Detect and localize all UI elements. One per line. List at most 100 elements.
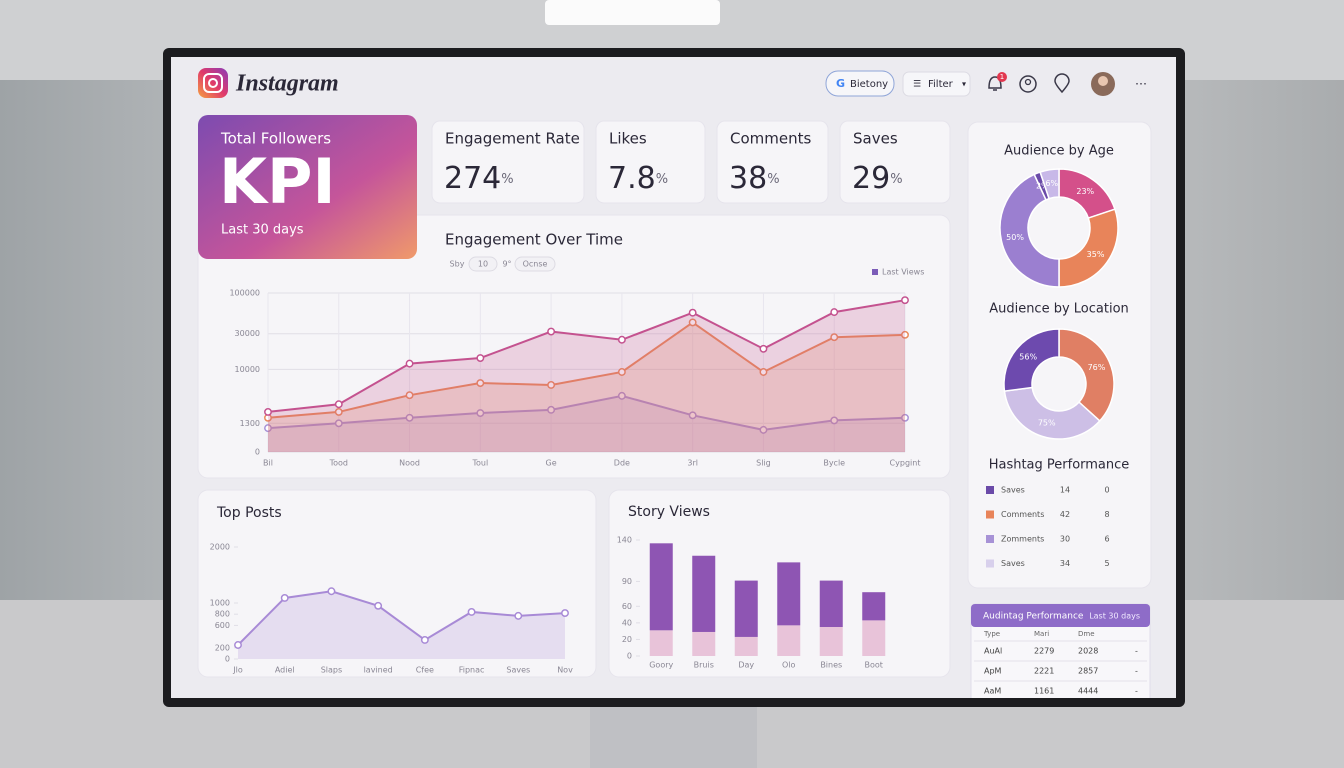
bar-segment [649,543,673,631]
x-tick-label: Saves [506,666,530,675]
hashtag-name: Comments [1001,510,1044,519]
control-pill [468,256,498,272]
control[interactable]: 9° [502,260,511,269]
x-tick-label: Day [738,661,754,670]
table-column: Mari [1034,630,1049,638]
bar-segment [862,620,886,656]
x-tick-label: 3rl [687,459,698,468]
hashtag-name: Saves [1001,486,1025,495]
x-tick-label: lavined [364,666,393,675]
metric-unit: % [890,172,902,187]
user-icon[interactable] [1019,75,1037,93]
point [617,335,626,344]
table-cell: 4444 [1078,687,1098,696]
metric-number: 274 [444,161,501,196]
y-tick-label: 60 [622,602,632,611]
bell-icon[interactable] [988,76,1002,91]
monitor-stand [590,700,757,768]
point [901,413,909,422]
point [759,425,768,434]
x-tick-label: Toul [471,459,488,468]
chart-title: Top Posts [216,505,282,521]
hashtag-value: 8 [1104,510,1109,519]
pie-slice [999,173,1060,288]
notification-badge [997,72,1007,82]
chart-title: Audience by Location [989,302,1129,317]
table-cell: ApM [984,667,1002,676]
point [688,308,697,317]
point [561,609,569,618]
hashtag-value: 34 [1060,559,1070,568]
y-tick-label: 600 [215,621,230,630]
y-tick-label: 30000 [235,329,260,338]
ceiling-light [545,0,720,25]
point [327,587,336,596]
metric-value: 29% [852,161,903,196]
point [264,424,272,433]
area [268,322,905,452]
x-tick-label: Goory [649,661,673,670]
table-cell: 2221 [1034,667,1054,676]
control[interactable]: Ocnse [523,260,548,269]
pie-slice [1003,328,1060,392]
table-column: Dme [1078,630,1095,638]
point [688,411,697,420]
filter-button[interactable] [902,71,971,97]
table-cell: 2279 [1034,647,1054,656]
table-cell: - [1135,667,1138,676]
logo-lens [208,78,218,88]
location-icon[interactable] [1054,73,1070,94]
hashtag-title: Hashtag Performance [989,458,1130,473]
hashtag-swatch [986,510,994,519]
point [280,594,289,602]
point [547,327,556,336]
control[interactable]: Sby [450,260,465,269]
filter-icon: ☰ [913,80,921,90]
y-tick-label: 100000 [229,289,260,298]
point [264,407,272,416]
table-cell: 1161 [1034,687,1054,696]
search-label: Bietony [850,79,888,90]
metric-number: 7.8 [608,161,656,196]
bar-segment [819,627,843,656]
chart-title: Engagement Over Time [445,231,623,249]
y-tick-label: 2000 [210,543,230,552]
point [334,400,343,409]
table-period: Last 30 days [1089,612,1140,621]
table-cell: - [1135,647,1138,656]
top-posts-card [197,489,597,678]
more-menu[interactable]: ⋯ [1135,77,1147,91]
logo-frame [203,73,223,93]
x-tick-label: Bruis [694,661,714,670]
x-tick-label: Jlo [232,666,243,675]
point [514,611,523,620]
table-cell: 2028 [1078,647,1098,656]
hashtag-value: 0 [1104,486,1109,495]
point [405,359,414,368]
point [547,405,556,414]
bar-segment [777,562,801,626]
metric-number: 38 [729,161,767,196]
engagement-card [197,214,951,479]
control[interactable]: 10 [478,260,488,269]
hashtag-value: 6 [1104,535,1109,544]
point [420,636,429,644]
line [237,590,566,646]
metric-value: 7.8% [608,161,668,196]
x-tick-label: Nood [399,459,420,468]
metric-card [839,120,951,204]
x-tick-label: Fipnac [459,666,485,675]
point [830,333,839,342]
metric-value: 38% [729,161,780,196]
brand: Instagram [235,71,339,97]
x-tick-label: Bil [263,459,273,468]
y-tick-label: 1300 [240,419,260,428]
filter-label: Filter [928,79,954,90]
logo[interactable] [198,68,228,98]
metric-card [431,120,585,204]
pie-label: 35% [1087,250,1105,259]
search-button[interactable] [825,70,895,97]
point [405,413,414,422]
point [374,601,383,610]
